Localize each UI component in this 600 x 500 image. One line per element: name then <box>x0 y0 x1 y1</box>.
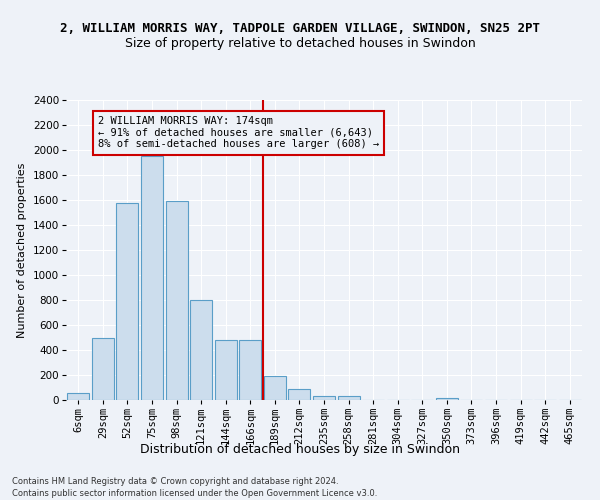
Bar <box>141 156 163 400</box>
Bar <box>264 376 286 400</box>
Bar <box>436 398 458 400</box>
Text: Contains HM Land Registry data © Crown copyright and database right 2024.: Contains HM Land Registry data © Crown c… <box>12 478 338 486</box>
Text: Distribution of detached houses by size in Swindon: Distribution of detached houses by size … <box>140 442 460 456</box>
Text: 2, WILLIAM MORRIS WAY, TADPOLE GARDEN VILLAGE, SWINDON, SN25 2PT: 2, WILLIAM MORRIS WAY, TADPOLE GARDEN VI… <box>60 22 540 36</box>
Text: Contains public sector information licensed under the Open Government Licence v3: Contains public sector information licen… <box>12 489 377 498</box>
Bar <box>313 396 335 400</box>
Bar <box>338 396 359 400</box>
Bar <box>116 202 139 400</box>
Bar <box>92 338 114 400</box>
Text: Size of property relative to detached houses in Swindon: Size of property relative to detached ho… <box>125 38 475 51</box>
Bar <box>190 300 212 400</box>
Text: 2 WILLIAM MORRIS WAY: 174sqm
← 91% of detached houses are smaller (6,643)
8% of : 2 WILLIAM MORRIS WAY: 174sqm ← 91% of de… <box>98 116 379 150</box>
Bar <box>166 201 188 400</box>
Bar <box>289 389 310 400</box>
Bar <box>215 340 237 400</box>
Bar <box>239 340 262 400</box>
Y-axis label: Number of detached properties: Number of detached properties <box>17 162 27 338</box>
Bar <box>67 392 89 400</box>
